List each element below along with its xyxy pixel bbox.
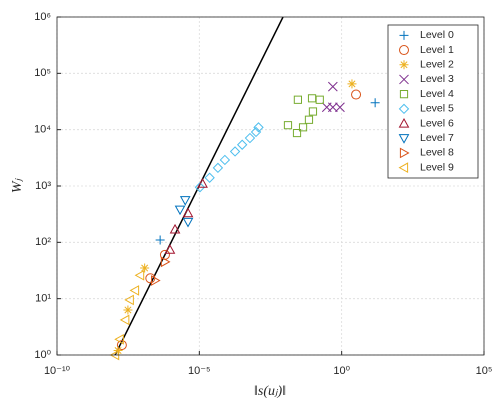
y-tick-label: 10¹: [35, 293, 51, 305]
legend-label: Level 7: [420, 132, 454, 144]
marker: [160, 256, 171, 268]
y-tick-label: 10³: [35, 180, 51, 192]
y-tick-label: 10⁴: [34, 124, 51, 136]
legend-marker: [399, 74, 409, 85]
x-tick-label: 10⁰: [333, 365, 350, 377]
marker: [347, 79, 357, 89]
y-tick-label: 10⁶: [34, 11, 51, 23]
marker: [321, 102, 332, 113]
marker: [194, 182, 206, 193]
legend-marker: [399, 60, 409, 70]
marker: [292, 128, 302, 138]
x-tick-label: 10⁻¹⁰: [44, 365, 71, 377]
marker: [204, 172, 215, 183]
y-tick-label: 10⁰: [34, 349, 51, 361]
marker: [283, 121, 293, 130]
marker: [370, 98, 380, 108]
legend-label: Level 4: [420, 88, 454, 100]
legend-label: Level 9: [420, 161, 454, 173]
marker: [124, 294, 134, 306]
marker: [174, 205, 186, 216]
legend-label: Level 8: [420, 147, 454, 159]
marker: [129, 285, 140, 296]
marker: [169, 223, 181, 234]
legend-marker: [399, 30, 409, 40]
legend-marker: [398, 45, 410, 56]
marker: [253, 122, 264, 133]
marker: [335, 102, 345, 113]
marker: [244, 132, 256, 144]
legend-marker: [398, 118, 410, 128]
marker: [304, 115, 314, 124]
marker: [182, 207, 194, 218]
marker: [250, 126, 262, 138]
marker: [307, 94, 317, 103]
marker: [114, 333, 124, 345]
legend-label: Level 5: [420, 103, 454, 115]
marker: [308, 107, 318, 116]
marker: [134, 269, 145, 281]
legend-box: [387, 24, 479, 179]
marker: [219, 154, 231, 166]
y-tick-label: 10²: [35, 236, 51, 248]
marker: [351, 89, 362, 100]
legend-marker: [399, 147, 410, 159]
marker: [179, 196, 191, 206]
legend-label: Level 1: [420, 44, 454, 56]
legend-marker: [398, 103, 410, 115]
marker: [164, 244, 176, 254]
x-axis-label: ‖s(uⱼ)‖: [254, 384, 286, 399]
legend-marker: [398, 162, 409, 173]
marker: [293, 95, 302, 104]
marker: [197, 178, 208, 188]
y-axis-label: Wⱼ: [10, 177, 25, 193]
x-tick-label: 10⁵: [476, 365, 493, 377]
marker: [155, 235, 165, 245]
y-tick-label: 10⁵: [34, 67, 51, 79]
legend-label: Level 6: [420, 117, 454, 129]
marker: [123, 305, 133, 315]
marker: [212, 162, 224, 174]
x-tick-label: 10⁻⁵: [188, 365, 211, 377]
marker: [140, 263, 150, 273]
marker: [327, 81, 338, 92]
legend-label: Level 2: [420, 59, 454, 71]
legend-label: Level 3: [420, 73, 454, 85]
marker: [315, 95, 324, 104]
plot-frame: [56, 16, 485, 356]
marker: [236, 139, 248, 150]
legend: Level 0 Level 1 Level 2 Level 3 Level 4 Level…: [387, 24, 479, 179]
marker: [151, 275, 161, 286]
marker: [119, 314, 130, 326]
legend-marker: [399, 90, 409, 99]
marker: [182, 217, 194, 228]
legend-marker: [398, 134, 410, 144]
marker: [229, 146, 241, 157]
marker: [298, 123, 308, 132]
legend-label: Level 0: [420, 29, 454, 41]
